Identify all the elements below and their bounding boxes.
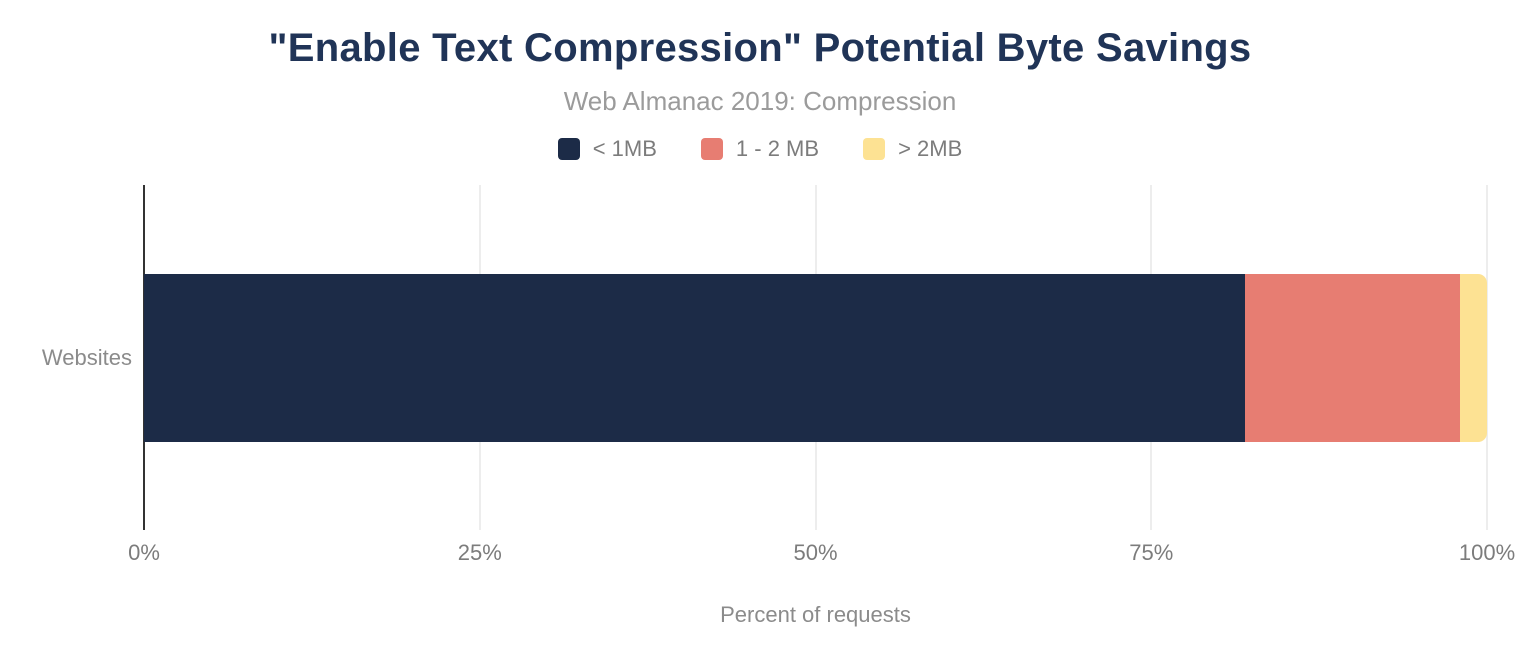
- legend-item-lt-1mb: < 1MB: [557, 136, 657, 162]
- gridline-100pct: [1486, 185, 1488, 530]
- plot-area: [143, 185, 1488, 530]
- legend-swatch-1-2mb: [700, 138, 723, 160]
- legend-label-gt-2mb: > 2MB: [898, 136, 963, 161]
- legend-swatch-gt-2mb: [863, 138, 886, 160]
- x-tick-0: 0%: [128, 540, 160, 565]
- legend: < 1MB 1 - 2 MB > 2MB: [0, 136, 1520, 162]
- chart-title: "Enable Text Compression" Potential Byte…: [268, 26, 1252, 70]
- x-tick-50: 50%: [793, 540, 838, 565]
- x-tick-75: 75%: [1129, 540, 1174, 565]
- chart-subtitle: Web Almanac 2019: Compression: [563, 86, 957, 116]
- legend-item-1-2mb: 1 - 2 MB: [700, 136, 820, 162]
- legend-label-lt-1mb: < 1MB: [592, 136, 657, 161]
- bar-segment-gt-2mb: [1460, 274, 1487, 442]
- bar-segment-lt-1mb: [144, 274, 1246, 442]
- x-axis-title: Percent of requests: [720, 602, 911, 627]
- x-tick-25: 25%: [457, 540, 502, 565]
- x-axis-tick-labels: 0% 25% 50% 75% 100%: [128, 540, 1515, 568]
- legend-swatch-lt-1mb: [557, 138, 580, 160]
- x-tick-100: 100%: [1458, 540, 1516, 565]
- bar-segment-1-2mb: [1245, 274, 1461, 442]
- legend-item-gt-2mb: > 2MB: [863, 136, 962, 162]
- y-category-label: Websites: [41, 345, 132, 370]
- legend-label-1-2mb: 1 - 2 MB: [735, 136, 820, 161]
- bar-websites: [144, 274, 1487, 442]
